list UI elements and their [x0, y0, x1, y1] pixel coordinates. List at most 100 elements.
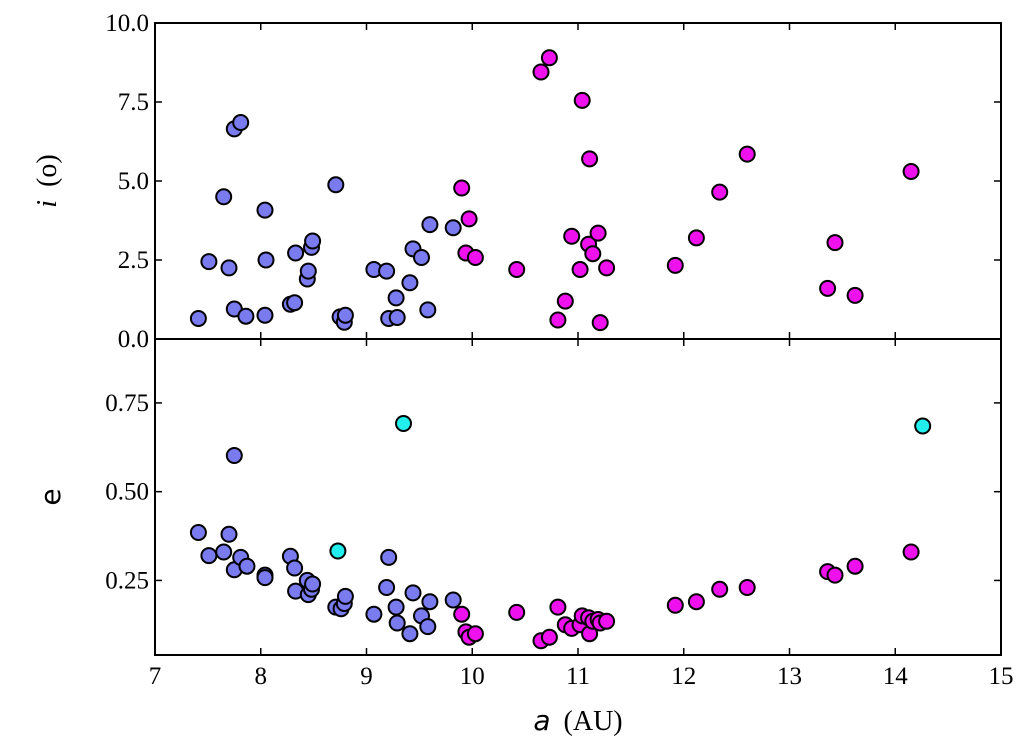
- eccentricity-point: [200, 547, 218, 565]
- eccentricity-point: [304, 575, 322, 593]
- eccentricity-point: [826, 566, 844, 584]
- inclination-point: [256, 201, 274, 219]
- eccentricity-point: [238, 557, 256, 575]
- eccentricity-point: [404, 584, 422, 602]
- inclination-point: [215, 188, 233, 206]
- eccentricity-point: [378, 579, 396, 596]
- x-tick-label: 10: [460, 663, 485, 690]
- eccentricity-y-tick-label: 0.50: [105, 479, 149, 506]
- x-tick-label: 8: [255, 663, 268, 690]
- x-tick-label: 9: [360, 663, 373, 690]
- eccentricity-point: [189, 524, 207, 541]
- eccentricity-point: [387, 598, 405, 616]
- inclination-point: [573, 91, 591, 109]
- eccentricity-point: [395, 415, 412, 432]
- x-tick-label: 7: [149, 663, 162, 690]
- inclination-y-tick-label: 2.5: [118, 247, 149, 274]
- inclination-point: [711, 183, 729, 201]
- inclination-point: [846, 286, 864, 304]
- inclination-y-tick-label: 5.0: [118, 168, 149, 195]
- eccentricity-y-tick-label: 0.75: [105, 390, 149, 417]
- inclination-y-tick-label: 0.0: [118, 326, 149, 353]
- eccentricity-panel-frame: [154, 338, 1002, 656]
- eccentricity-point: [902, 543, 920, 561]
- inclination-point: [549, 311, 567, 329]
- inclination-point: [327, 176, 345, 194]
- inclination-y-tick-label: 7.5: [118, 89, 149, 116]
- semimajor-axis-x-ticks: 7 8 9 10 11 12 13 14 15: [149, 23, 1014, 690]
- inclination-point: [591, 314, 609, 332]
- inclination-point: [584, 245, 602, 263]
- eccentricity-point: [286, 559, 304, 577]
- inclination-point: [189, 310, 207, 327]
- eccentricity-point: [914, 417, 932, 435]
- x-tick-label: 11: [566, 663, 590, 690]
- inclination-y-axis-label: i (o): [32, 154, 63, 207]
- inclination-point: [687, 229, 705, 247]
- inclination-panel-frame: [154, 22, 1002, 340]
- eccentricity-point: [666, 596, 684, 614]
- inclination-point: [299, 262, 317, 280]
- inclination-y-ticks: 0.0 2.5 5.0 7.5 10.0: [105, 10, 1001, 353]
- inclination-point: [401, 274, 419, 292]
- eccentricity-point: [508, 603, 526, 621]
- inclination-point: [388, 309, 406, 326]
- eccentricity-panel: 0.25 0.50 0.75 7 8 9 10 11 12 13 14 15 e a (AU): [34, 23, 1014, 737]
- inclination-points: [189, 49, 920, 332]
- inclination-point: [413, 249, 430, 266]
- inclination-point: [902, 163, 920, 180]
- inclination-point: [237, 307, 255, 325]
- eccentricity-point: [540, 628, 558, 646]
- eccentricity-y-axis-label: e: [34, 488, 67, 505]
- inclination-point: [200, 253, 218, 271]
- eccentricity-y-ticks: 0.25 0.50 0.75: [105, 390, 1001, 594]
- eccentricity-point: [846, 557, 864, 575]
- eccentricity-point: [711, 580, 729, 598]
- eccentricity-point: [220, 525, 238, 543]
- x-tick-label: 13: [777, 663, 802, 690]
- inclination-point: [220, 259, 238, 277]
- eccentricity-points: [189, 415, 932, 650]
- inclination-point: [556, 292, 574, 310]
- inclination-point: [453, 179, 471, 197]
- eccentricity-point: [329, 542, 347, 560]
- inclination-point: [287, 244, 305, 262]
- eccentricity-point: [419, 618, 437, 636]
- eccentricity-point: [215, 543, 233, 561]
- eccentricity-point: [444, 591, 462, 609]
- eccentricity-y-tick-label: 0.25: [105, 567, 149, 594]
- inclination-point: [387, 289, 405, 307]
- eccentricity-point: [380, 548, 398, 566]
- eccentricity-point: [336, 587, 354, 605]
- eccentricity-point: [225, 447, 243, 464]
- inclination-point: [738, 145, 756, 163]
- eccentricity-point: [401, 625, 419, 643]
- inclination-point: [589, 224, 607, 242]
- inclination-point: [598, 259, 616, 277]
- inclination-point: [421, 216, 439, 234]
- inclination-point: [571, 261, 589, 278]
- inclination-var: i: [32, 200, 63, 208]
- eccentricity-point: [687, 593, 705, 611]
- inclination-point: [666, 256, 684, 274]
- inclination-point: [444, 219, 462, 237]
- inclination-point: [286, 294, 304, 312]
- inclination-point: [540, 49, 558, 67]
- inclination-point: [466, 249, 484, 266]
- eccentricity-point: [365, 605, 383, 623]
- inclination-point: [819, 279, 837, 297]
- inclination-point: [508, 261, 526, 278]
- inclination-point: [460, 210, 478, 228]
- inclination-point: [581, 150, 599, 168]
- inclination-point: [378, 262, 396, 280]
- inclination-y-tick-label: 10.0: [105, 10, 149, 37]
- inclination-point: [826, 234, 844, 252]
- x-axis-var: a: [533, 704, 550, 737]
- x-tick-label: 15: [989, 663, 1014, 690]
- inclination-point: [336, 306, 354, 324]
- inclination-point: [304, 232, 322, 250]
- eccentricity-point: [738, 579, 756, 596]
- eccentricity-point: [256, 569, 274, 587]
- inclination-unit: (o): [32, 154, 63, 187]
